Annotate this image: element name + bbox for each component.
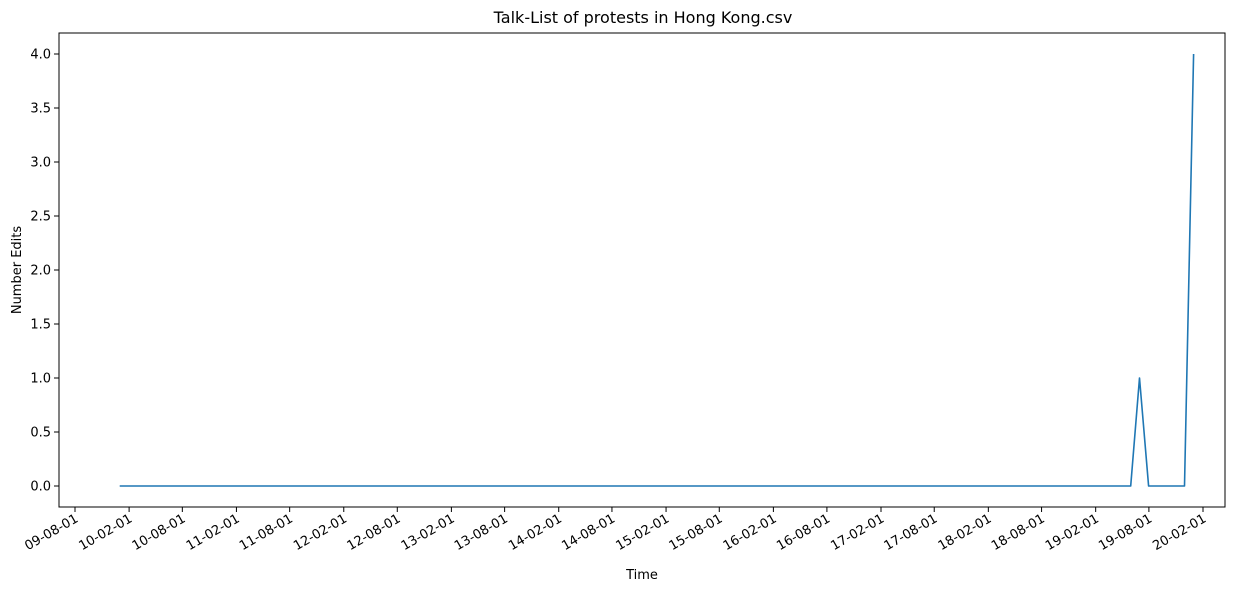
- y-tick-label: 4.0: [30, 48, 51, 63]
- plot-frame: [58, 32, 1226, 508]
- series-line: [119, 53, 1195, 487]
- y-tick-label: 2.5: [30, 210, 51, 225]
- y-axis-ticks: 0.0 0.5 1.0 1.5 2.0 2.5 3.0 3.5 4.0: [30, 48, 59, 495]
- y-tick-label: 0.5: [30, 426, 51, 441]
- chart-title: Talk-List of protests in Hong Kong.csv: [493, 8, 793, 27]
- y-tick-label: 0.0: [30, 480, 51, 495]
- y-tick-label: 3.5: [30, 102, 51, 117]
- y-axis-label: Number Edits: [10, 226, 25, 315]
- x-axis-label: Time: [625, 568, 658, 583]
- y-tick-label: 2.0: [30, 264, 51, 279]
- series-layer: [119, 53, 1195, 487]
- y-tick-label: 3.0: [30, 156, 51, 171]
- y-tick-label: 1.5: [30, 318, 51, 333]
- y-tick-label: 1.0: [30, 372, 51, 387]
